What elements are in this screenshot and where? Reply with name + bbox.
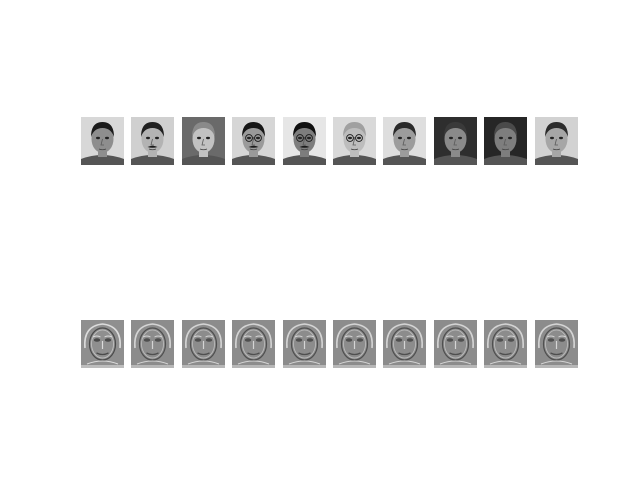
- face-photo-thumbnail: [283, 117, 326, 165]
- eigenface-thumbnail: [535, 320, 578, 368]
- eigenface-row: [81, 320, 578, 368]
- eigenface-thumbnail: [383, 320, 426, 368]
- eigenface-thumbnail: [131, 320, 174, 368]
- face-photo-thumbnail: [333, 117, 376, 165]
- face-photo-thumbnail: [131, 117, 174, 165]
- face-photo-thumbnail: [434, 117, 477, 165]
- face-photo-thumbnail: [484, 117, 527, 165]
- face-photo-thumbnail: [81, 117, 124, 165]
- face-photo-thumbnail: [232, 117, 275, 165]
- eigenface-thumbnail: [232, 320, 275, 368]
- eigenface-thumbnail: [434, 320, 477, 368]
- eigenface-thumbnail: [283, 320, 326, 368]
- eigenface-thumbnail: [333, 320, 376, 368]
- eigenface-thumbnail: [182, 320, 225, 368]
- eigenface-thumbnail: [81, 320, 124, 368]
- face-photo-thumbnail: [535, 117, 578, 165]
- face-photo-thumbnail: [182, 117, 225, 165]
- face-photo-row: [81, 117, 578, 165]
- face-photo-thumbnail: [383, 117, 426, 165]
- eigenface-thumbnail: [484, 320, 527, 368]
